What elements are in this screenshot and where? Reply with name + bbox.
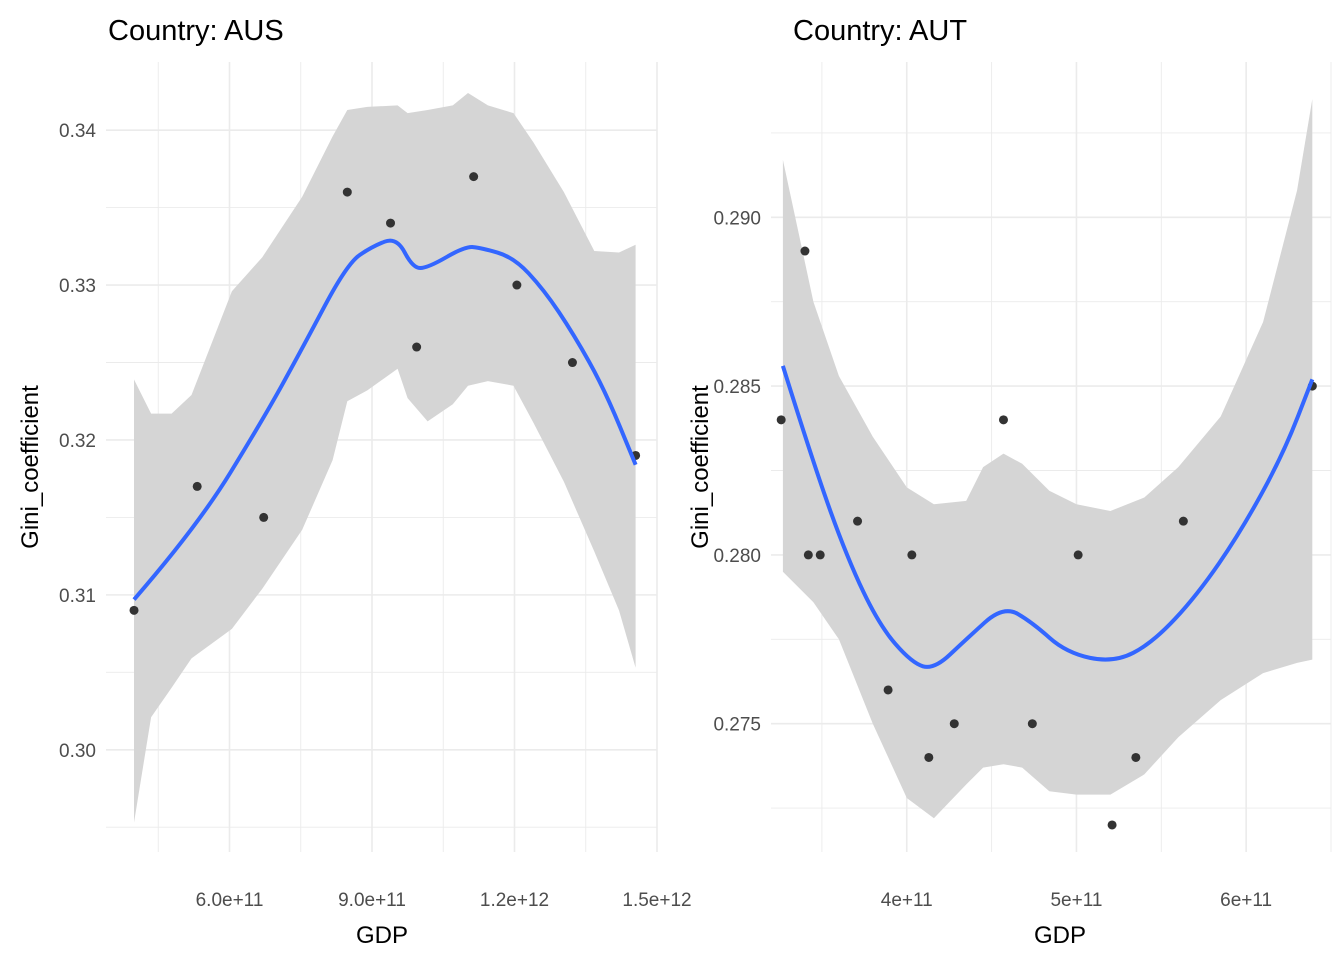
y-tick-label: 0.31	[59, 586, 96, 607]
x-axis-label: GDP	[356, 922, 408, 949]
x-tick-label: 9.0e+11	[338, 890, 406, 911]
y-tick-label: 0.34	[59, 121, 96, 142]
x-tick-label: 6e+11	[1220, 890, 1272, 911]
data-point	[469, 172, 479, 182]
data-point	[949, 719, 959, 729]
y-tick-label: 0.275	[713, 715, 761, 736]
data-point	[342, 187, 352, 197]
x-tick-label: 1.2e+12	[480, 890, 549, 911]
y-tick-label: 0.290	[713, 208, 761, 229]
smooth-line	[132, 238, 638, 601]
data-point	[1073, 550, 1083, 560]
panel-aus: Country: AUS 0.30 0.31 0.32 0.33 0.34 6.0e+1…	[17, 15, 692, 949]
y-axis-label: Gini_coefficient	[687, 385, 714, 549]
data-point	[924, 752, 934, 762]
points	[776, 246, 1317, 830]
data-point	[1027, 719, 1037, 729]
data-point	[853, 516, 863, 526]
y-tick-label: 0.285	[713, 377, 761, 398]
x-tick-label: 4e+11	[881, 890, 933, 911]
data-point	[1178, 516, 1188, 526]
panel-aut: Country: AUT 0.275 0.280 0.285 0.290 4e+11 5…	[687, 15, 1332, 949]
data-point	[815, 550, 825, 560]
data-point	[512, 280, 522, 290]
y-tick-labels: 0.275 0.280 0.285 0.290	[713, 208, 761, 735]
data-point	[386, 218, 396, 228]
data-point	[412, 342, 422, 352]
data-point	[192, 481, 202, 491]
confidence-ribbon	[782, 99, 1313, 819]
x-axis-label: GDP	[1034, 922, 1086, 949]
x-tick-label: 6.0e+11	[196, 890, 264, 911]
y-tick-label: 0.32	[59, 431, 96, 452]
data-point	[567, 358, 577, 368]
data-point	[907, 550, 917, 560]
data-point	[259, 512, 269, 522]
data-point	[998, 415, 1008, 425]
points	[129, 172, 641, 615]
data-point	[1131, 752, 1141, 762]
data-point	[803, 550, 813, 560]
data-point	[776, 415, 786, 425]
y-tick-labels: 0.30 0.31 0.32 0.33 0.34	[59, 121, 96, 762]
x-tick-labels: 6.0e+11 9.0e+11 1.2e+12 1.5e+12	[196, 890, 692, 911]
x-tick-label: 5e+11	[1050, 890, 1102, 911]
confidence-ribbon	[134, 93, 636, 823]
y-tick-label: 0.33	[59, 276, 96, 297]
x-tick-labels: 4e+11 5e+11 6e+11	[881, 890, 1272, 911]
y-tick-label: 0.280	[713, 546, 761, 567]
y-tick-label: 0.30	[59, 741, 96, 762]
smooth-line	[780, 365, 1315, 669]
data-point	[129, 605, 139, 615]
data-point	[800, 246, 810, 256]
panel-title: Country: AUS	[108, 15, 284, 47]
data-point	[1107, 820, 1117, 830]
y-axis-label: Gini_coefficient	[17, 385, 44, 549]
panel-title: Country: AUT	[793, 15, 967, 47]
x-tick-label: 1.5e+12	[622, 890, 691, 911]
data-point	[883, 685, 893, 695]
